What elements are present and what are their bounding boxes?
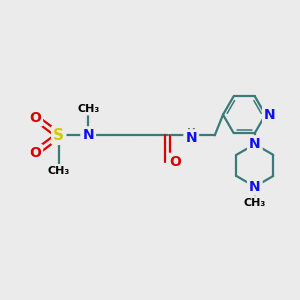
Text: N: N xyxy=(185,131,197,145)
Text: H: H xyxy=(187,128,196,138)
Text: CH₃: CH₃ xyxy=(77,104,99,114)
Text: N: N xyxy=(264,108,276,122)
Text: S: S xyxy=(53,128,64,143)
Text: O: O xyxy=(29,111,41,124)
Text: O: O xyxy=(29,146,41,160)
Text: N: N xyxy=(82,128,94,142)
Text: O: O xyxy=(169,155,181,169)
Text: N: N xyxy=(249,180,261,194)
Text: CH₃: CH₃ xyxy=(48,166,70,176)
Text: CH₃: CH₃ xyxy=(244,198,266,208)
Text: N: N xyxy=(249,137,261,151)
